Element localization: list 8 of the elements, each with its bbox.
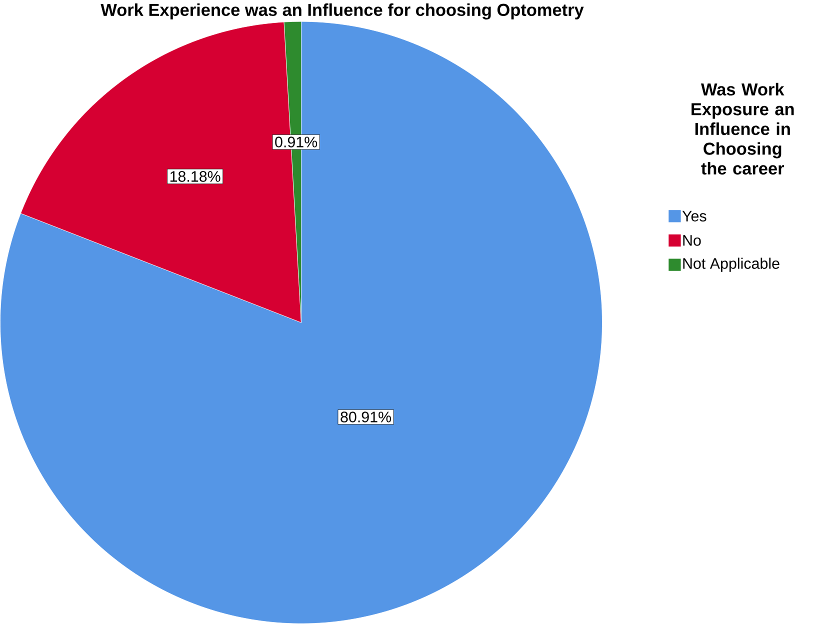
data-label: 80.91% [340, 412, 392, 422]
legend-label: Not Applicable [683, 258, 780, 272]
legend-title: Was Work Exposure an Influence in Choosing the career [692, 82, 794, 175]
legend-label: Yes [682, 210, 706, 222]
data-label: 0.91% [275, 136, 318, 148]
chart-title: Work Experience was an Influence for choosing Optometry [100, 3, 584, 20]
legend-label: No [683, 235, 701, 246]
data-label: 18.18% [170, 171, 220, 182]
